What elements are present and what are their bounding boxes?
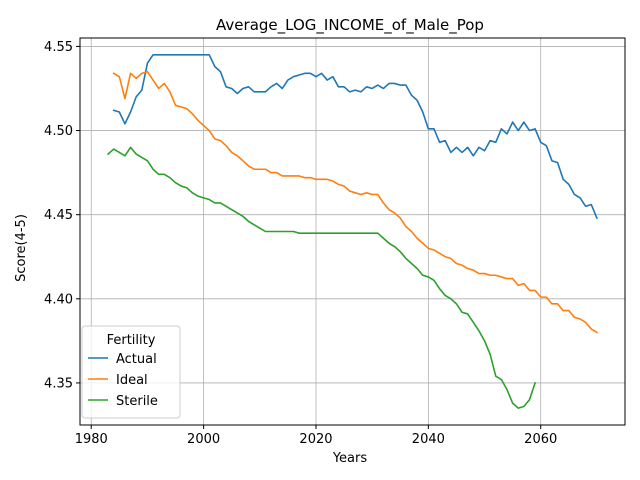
y-tick-label: 4.35 (44, 376, 73, 391)
x-tick-label: 1980 (75, 432, 108, 447)
y-tick-label: 4.55 (44, 40, 73, 55)
x-tick-label: 2040 (412, 432, 445, 447)
y-axis-label: Score(4-5) (14, 214, 29, 282)
plot-frame (79, 37, 626, 426)
grid-lines (80, 38, 625, 425)
legend-label-ideal: Ideal (116, 373, 148, 388)
plot-series (106, 54, 599, 409)
x-axis: 1980 2000 2020 2040 2060 (75, 425, 557, 447)
legend: Fertility Actual Ideal Sterile (81, 325, 181, 419)
series-line-actual (112, 54, 598, 220)
x-tick-label: 2000 (187, 432, 220, 447)
y-tick-label: 4.45 (44, 208, 73, 223)
legend-box (81, 325, 181, 419)
legend-label-actual: Actual (116, 352, 157, 367)
x-axis-label: Years (332, 451, 368, 466)
y-tick-label: 4.40 (44, 292, 73, 307)
series-line-ideal (112, 70, 599, 334)
y-axis: 4.35 4.40 4.45 4.50 4.55 (44, 40, 80, 391)
legend-label-sterile: Sterile (116, 394, 158, 409)
x-tick-label: 2020 (299, 432, 332, 447)
y-tick-label: 4.50 (44, 124, 73, 139)
legend-entries: Actual Ideal Sterile (88, 352, 158, 409)
x-tick-label: 2060 (524, 432, 557, 447)
legend-title: Fertility (107, 333, 156, 348)
series-line-sterile (106, 146, 537, 409)
chart-title: Average_LOG_INCOME_of_Male_Pop (216, 16, 484, 35)
